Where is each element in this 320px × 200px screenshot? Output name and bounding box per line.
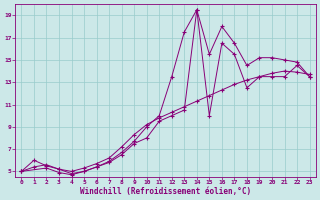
X-axis label: Windchill (Refroidissement éolien,°C): Windchill (Refroidissement éolien,°C) xyxy=(80,187,251,196)
